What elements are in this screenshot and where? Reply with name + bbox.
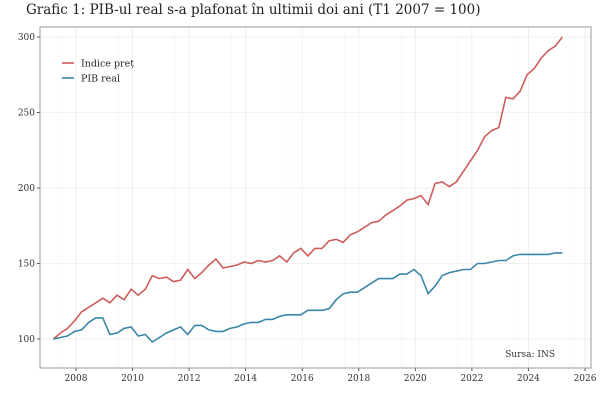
x-tick-label: 2016 <box>291 374 314 384</box>
chart-title: Grafic 1: PIB-ul real s-a plafonat în ul… <box>26 2 481 18</box>
y-tick-label: 100 <box>18 335 35 345</box>
x-tick-label: 2010 <box>121 374 144 384</box>
series-line-pib-real <box>53 252 563 344</box>
x-tick-label: 2024 <box>517 374 540 384</box>
x-tick-label: 2014 <box>234 374 257 384</box>
x-tick-label: 2020 <box>404 374 427 384</box>
y-tick-label: 200 <box>18 184 35 194</box>
legend-label: PIB real <box>81 74 120 85</box>
y-tick-label: 300 <box>18 33 35 43</box>
series-line-indice-pret <box>52 36 564 340</box>
x-tick-label: 2018 <box>347 374 370 384</box>
x-tick-label: 2026 <box>574 374 597 384</box>
x-tick-label: 2008 <box>65 374 88 384</box>
legend-label: Indice preț <box>81 59 134 70</box>
y-tick-label: 150 <box>18 260 35 270</box>
x-tick-label: 2012 <box>178 374 201 384</box>
plot-area <box>40 27 591 368</box>
source-note: Sursa: INS <box>505 350 555 360</box>
x-tick-label: 2022 <box>460 374 483 384</box>
y-tick-label: 250 <box>18 109 35 119</box>
plot-border <box>39 26 592 369</box>
